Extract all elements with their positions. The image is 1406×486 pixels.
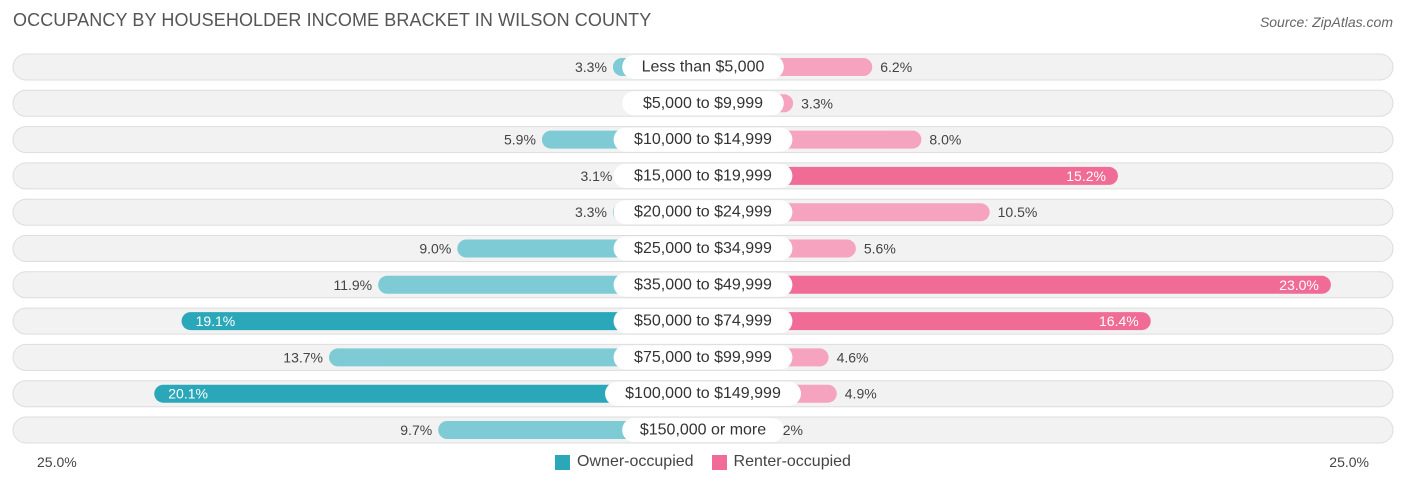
- category-pill: [613, 127, 793, 152]
- value-label-renter: 16.4%: [1099, 313, 1139, 329]
- legend-label-owner: Owner-occupied: [577, 453, 694, 470]
- value-label-renter: 5.6%: [864, 241, 896, 257]
- value-label-renter: 3.3%: [801, 95, 833, 111]
- axis-right-max-label: 25.0%: [1329, 454, 1369, 470]
- category-label: $25,000 to $34,999: [634, 240, 772, 257]
- value-label-owner: 9.7%: [400, 422, 432, 438]
- category-label: Less than $5,000: [642, 59, 765, 76]
- category-pill: [605, 381, 801, 406]
- category-label: $5,000 to $9,999: [643, 95, 763, 112]
- axis-left-max-label: 25.0%: [37, 454, 77, 470]
- value-label-renter: 4.6%: [837, 349, 869, 365]
- category-pill: [622, 418, 784, 442]
- category-pill: [622, 91, 784, 116]
- bar-owner-occupied: [154, 384, 703, 403]
- legend-swatch-renter: [711, 454, 727, 470]
- category-pill: [613, 163, 793, 188]
- legend-item-renter: Renter-occupied: [711, 453, 851, 471]
- legend-swatch-owner: [555, 454, 571, 470]
- category-pill: [613, 200, 793, 225]
- value-label-renter: 8.0%: [929, 132, 961, 148]
- value-label-renter: 15.2%: [1066, 168, 1106, 184]
- value-label-owner: 13.7%: [283, 349, 323, 365]
- value-label-owner: 20.1%: [168, 386, 208, 402]
- value-label-renter: 6.2%: [880, 59, 912, 75]
- category-label: $10,000 to $14,999: [634, 131, 772, 148]
- bar-owner-occupied: [328, 348, 703, 367]
- category-label: $50,000 to $74,999: [634, 313, 772, 330]
- legend-label-renter: Renter-occupied: [733, 453, 851, 470]
- value-label-renter: 10.5%: [998, 204, 1038, 220]
- category-pill: [613, 236, 793, 261]
- source-note: Source: ZipAtlas.com: [1259, 14, 1393, 30]
- category-label: $150,000 or more: [640, 422, 766, 439]
- chart-title: OCCUPANCY BY HOUSEHOLDER INCOME BRACKET …: [13, 10, 652, 30]
- category-label: $75,000 to $99,999: [634, 349, 772, 366]
- value-label-owner: 3.1%: [580, 168, 612, 184]
- value-label-owner: 3.3%: [575, 59, 607, 75]
- legend: Owner-occupied Renter-occupied: [0, 453, 1406, 471]
- category-label: $20,000 to $24,999: [634, 204, 772, 221]
- value-label-renter: 23.0%: [1279, 277, 1319, 293]
- category-label: $15,000 to $19,999: [634, 167, 772, 184]
- value-label-owner: 3.3%: [575, 204, 607, 220]
- category-label: $100,000 to $149,999: [625, 385, 781, 402]
- legend-item-owner: Owner-occupied: [555, 453, 694, 471]
- bar-renter-occupied: [703, 312, 1151, 331]
- value-label-renter: 4.9%: [845, 386, 877, 402]
- bar-renter-occupied: [703, 275, 1331, 294]
- bar-renter-occupied: [703, 166, 1118, 185]
- value-label-owner: 5.9%: [504, 132, 536, 148]
- value-label-owner: 9.0%: [419, 241, 451, 257]
- value-label-owner: 11.9%: [333, 277, 372, 293]
- category-pill: [613, 272, 793, 297]
- category-pill: [622, 55, 784, 79]
- category-label: $35,000 to $49,999: [634, 276, 772, 293]
- bar-owner-occupied: [181, 312, 703, 331]
- category-pill: [613, 345, 793, 370]
- category-pill: [613, 309, 793, 334]
- value-label-owner: 19.1%: [196, 313, 236, 329]
